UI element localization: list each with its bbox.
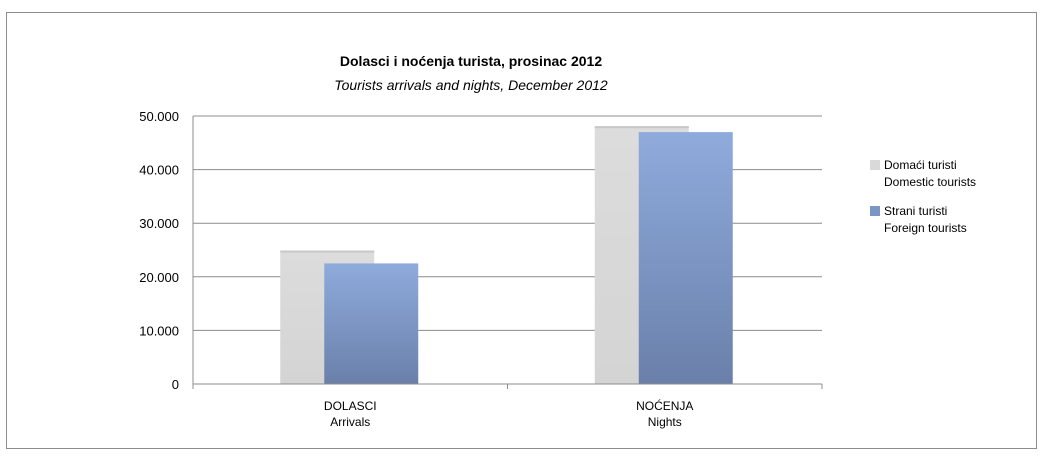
- legend: Domaći turisti Domestic tourists Strani tu…: [870, 158, 976, 235]
- chart-subtitle: Tourists arrivals and nights, December 2…: [334, 77, 608, 93]
- chart-frame: [6, 12, 1037, 449]
- x-category-label: NOĆENJA: [636, 398, 693, 413]
- bar-foreign: [638, 132, 733, 384]
- y-tick-label: 50.000: [139, 109, 179, 124]
- y-tick-label: 30.000: [139, 216, 179, 231]
- legend-label: Strani turisti: [884, 204, 947, 218]
- legend-swatch: [870, 206, 880, 216]
- y-tick-label: 40.000: [139, 163, 179, 178]
- y-tick-label: 10.000: [139, 323, 179, 338]
- legend-swatch: [870, 160, 880, 170]
- bars: [280, 126, 733, 385]
- y-tick-label: 20.000: [139, 270, 179, 285]
- legend-label: Foreign tourists: [884, 221, 967, 235]
- legend-label: Domaći turisti: [884, 158, 957, 172]
- y-tick-label: 0: [172, 377, 179, 392]
- x-category-label: DOLASCI: [324, 399, 377, 413]
- x-axis: DOLASCI Arrivals NOĆENJA Nights: [192, 383, 823, 429]
- bar-foreign: [324, 263, 419, 384]
- chart-title: Dolasci i noćenja turista, prosinac 2012: [340, 53, 602, 69]
- bar-top-edge: [280, 250, 375, 253]
- legend-label: Domestic tourists: [884, 175, 976, 189]
- x-category-label: Nights: [648, 415, 682, 429]
- bar-top-edge: [594, 126, 689, 129]
- x-category-label: Arrivals: [330, 415, 370, 429]
- y-axis-ticks: 0 10.000 20.000 30.000 40.000 50.000: [139, 109, 179, 392]
